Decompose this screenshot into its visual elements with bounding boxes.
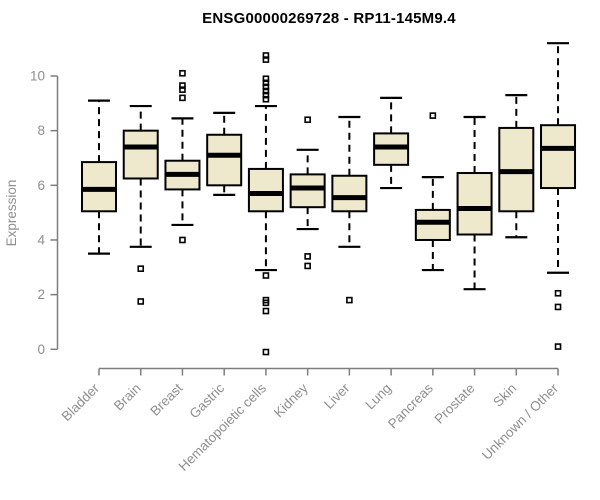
iqr-box	[247, 167, 284, 213]
iqr-box	[331, 174, 368, 213]
outlier-point	[304, 116, 311, 124]
y-tick-label: 8	[37, 123, 45, 138]
x-category-label-pancreas: Pancreas	[385, 380, 436, 431]
outlier-point	[262, 79, 270, 87]
box-group-skin	[498, 94, 535, 239]
outlier-point	[179, 86, 186, 93]
x-category-label-prostate: Prostate	[432, 381, 478, 427]
box-group-unknown-other	[540, 42, 577, 350]
box-group-brain	[122, 104, 159, 305]
chart-title: ENSG00000269728 - RP11-145M9.4	[202, 10, 456, 27]
outlier-point	[179, 82, 186, 89]
outlier-point	[262, 272, 270, 279]
x-category-label-bladder: Bladder	[59, 380, 103, 424]
y-tick-label: 2	[37, 287, 45, 302]
x-category-label-unknown-other: Unknown / Other	[479, 380, 562, 463]
outlier-point	[554, 303, 562, 311]
outlier-point	[137, 265, 145, 272]
outlier-point	[429, 112, 437, 119]
x-category-label-liver: Liver	[321, 380, 353, 412]
box-group-prostate	[456, 115, 493, 291]
iqr-box	[122, 129, 159, 180]
x-category-label-gastric: Gastric	[186, 380, 227, 421]
box-group-kidney	[289, 116, 326, 270]
box-group-gastric	[206, 111, 243, 196]
y-tick-label: 0	[37, 342, 45, 357]
outlier-point	[262, 56, 270, 63]
box-group-pancreas	[414, 112, 451, 272]
outlier-point	[304, 253, 311, 260]
iqr-box	[540, 124, 577, 190]
box-group-bladder	[81, 99, 117, 255]
outlier-point	[179, 236, 186, 244]
outlier-point	[179, 94, 186, 102]
box-group-breast	[164, 69, 201, 244]
x-category-label-breast: Breast	[147, 380, 185, 418]
y-tick-label: 10	[30, 69, 45, 84]
iqr-box	[289, 173, 326, 209]
y-tick-label: 6	[37, 178, 45, 193]
outlier-point	[304, 262, 311, 270]
x-category-label-skin: Skin	[490, 381, 519, 410]
iqr-box	[414, 208, 451, 241]
x-category-label-kidney: Kidney	[271, 380, 311, 420]
iqr-box	[206, 133, 243, 187]
outlier-point	[137, 298, 145, 305]
outlier-point	[262, 87, 270, 95]
iqr-box	[456, 172, 493, 236]
outlier-point	[554, 343, 562, 350]
outlier-point	[262, 83, 270, 91]
box-group-hematopoietic-cells	[247, 52, 284, 356]
iqr-box	[81, 161, 117, 213]
box-group-liver	[331, 115, 368, 304]
outlier-point	[262, 91, 270, 99]
outlier-point	[262, 75, 270, 83]
outlier-point	[262, 299, 270, 307]
outlier-point	[262, 307, 270, 315]
y-axis-title: Expression	[4, 180, 19, 247]
outlier-point	[554, 289, 562, 297]
outlier-point	[262, 95, 270, 103]
y-tick-label: 4	[37, 232, 45, 247]
outlier-point	[262, 348, 270, 356]
outlier-point	[179, 69, 186, 77]
box-group-lung	[373, 96, 410, 190]
outlier-point	[262, 52, 270, 59]
x-category-label-brain: Brain	[111, 381, 144, 414]
outlier-point	[346, 296, 353, 304]
x-category-label-lung: Lung	[362, 381, 394, 413]
